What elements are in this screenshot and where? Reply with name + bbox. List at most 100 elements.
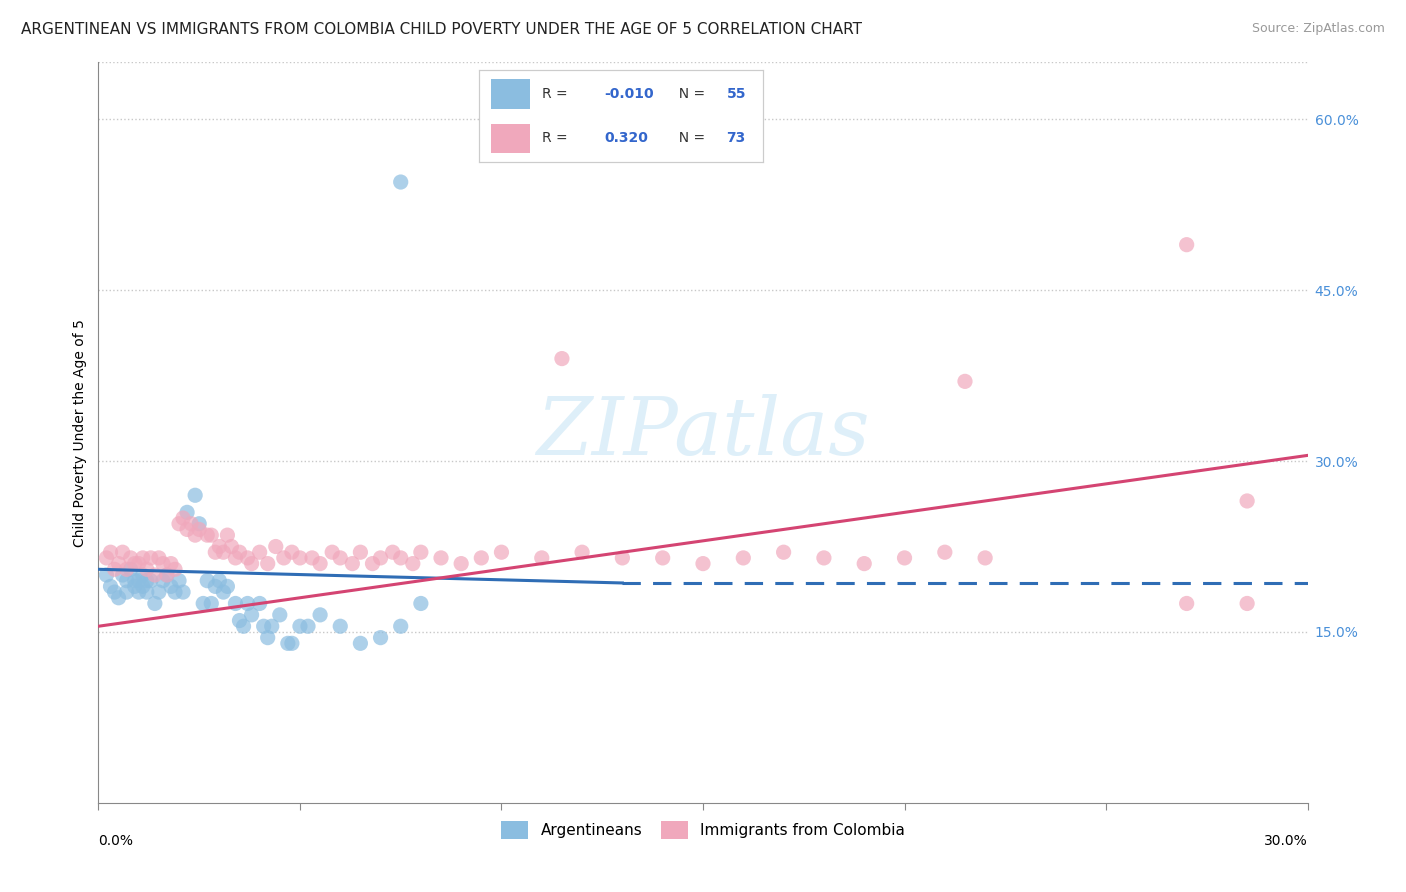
Point xyxy=(167,574,190,588)
Point xyxy=(370,631,392,645)
Point xyxy=(200,528,222,542)
Point xyxy=(551,351,574,366)
Point xyxy=(135,585,157,599)
Point xyxy=(135,574,157,588)
Point xyxy=(450,557,472,571)
Point xyxy=(772,545,794,559)
Point xyxy=(309,607,332,622)
Point xyxy=(217,528,239,542)
Point xyxy=(188,523,211,537)
Point xyxy=(128,557,150,571)
Point xyxy=(176,523,198,537)
Point xyxy=(224,550,246,565)
Point xyxy=(692,557,714,571)
Point xyxy=(115,562,138,576)
Point xyxy=(277,636,299,650)
Point xyxy=(651,550,673,565)
Point xyxy=(228,545,250,559)
Point xyxy=(1175,597,1198,611)
Point xyxy=(349,636,371,650)
Point xyxy=(297,619,319,633)
Point xyxy=(953,375,976,389)
Point xyxy=(156,568,179,582)
Point xyxy=(974,550,997,565)
Point xyxy=(288,619,311,633)
Point xyxy=(204,545,226,559)
Point xyxy=(100,545,122,559)
Point xyxy=(269,607,291,622)
Point xyxy=(288,550,311,565)
Point xyxy=(208,540,231,554)
Point xyxy=(389,175,412,189)
Point xyxy=(321,545,343,559)
Point xyxy=(204,579,226,593)
Point xyxy=(236,550,259,565)
Point xyxy=(103,585,125,599)
Point xyxy=(143,568,166,582)
Point xyxy=(120,550,142,565)
Point xyxy=(135,562,157,576)
Point xyxy=(530,550,553,565)
Point xyxy=(124,557,146,571)
Point xyxy=(212,545,235,559)
Point xyxy=(124,574,146,588)
Text: ZIPatlas: ZIPatlas xyxy=(536,394,870,471)
Point xyxy=(221,540,243,554)
Point xyxy=(402,557,425,571)
Point xyxy=(152,557,174,571)
Point xyxy=(329,550,352,565)
Point xyxy=(132,550,155,565)
Point xyxy=(167,516,190,531)
Point xyxy=(1236,494,1258,508)
Point xyxy=(430,550,453,565)
Point xyxy=(193,597,215,611)
Point xyxy=(132,568,155,582)
Point xyxy=(107,557,129,571)
Point xyxy=(132,579,155,593)
Point xyxy=(329,619,352,633)
Point xyxy=(256,557,278,571)
Point xyxy=(612,550,634,565)
Point xyxy=(389,619,412,633)
Point xyxy=(381,545,404,559)
Point xyxy=(172,511,194,525)
Point xyxy=(370,550,392,565)
Point xyxy=(361,557,384,571)
Point xyxy=(163,585,186,599)
Point xyxy=(152,574,174,588)
Point xyxy=(309,557,332,571)
Point xyxy=(115,574,138,588)
Point xyxy=(301,550,323,565)
Point xyxy=(156,568,179,582)
Point xyxy=(180,516,202,531)
Point xyxy=(240,557,263,571)
Point xyxy=(934,545,956,559)
Point xyxy=(163,562,186,576)
Point xyxy=(139,574,162,588)
Point xyxy=(224,597,246,611)
Point xyxy=(733,550,755,565)
Point xyxy=(281,545,304,559)
Point xyxy=(491,545,513,559)
Legend: Argentineans, Immigrants from Colombia: Argentineans, Immigrants from Colombia xyxy=(494,814,912,847)
Point xyxy=(813,550,835,565)
Point xyxy=(409,597,432,611)
Point xyxy=(103,562,125,576)
Point xyxy=(120,562,142,576)
Point xyxy=(96,568,118,582)
Point xyxy=(128,574,150,588)
Point xyxy=(111,568,134,582)
Point xyxy=(1236,597,1258,611)
Point xyxy=(264,540,287,554)
Point xyxy=(249,545,271,559)
Y-axis label: Child Poverty Under the Age of 5: Child Poverty Under the Age of 5 xyxy=(73,318,87,547)
Point xyxy=(273,550,295,565)
Text: 0.0%: 0.0% xyxy=(98,834,134,848)
Point xyxy=(389,550,412,565)
Point xyxy=(409,545,432,559)
Text: Source: ZipAtlas.com: Source: ZipAtlas.com xyxy=(1251,22,1385,36)
Point xyxy=(148,550,170,565)
Point xyxy=(253,619,276,633)
Point xyxy=(184,488,207,502)
Point xyxy=(107,591,129,605)
